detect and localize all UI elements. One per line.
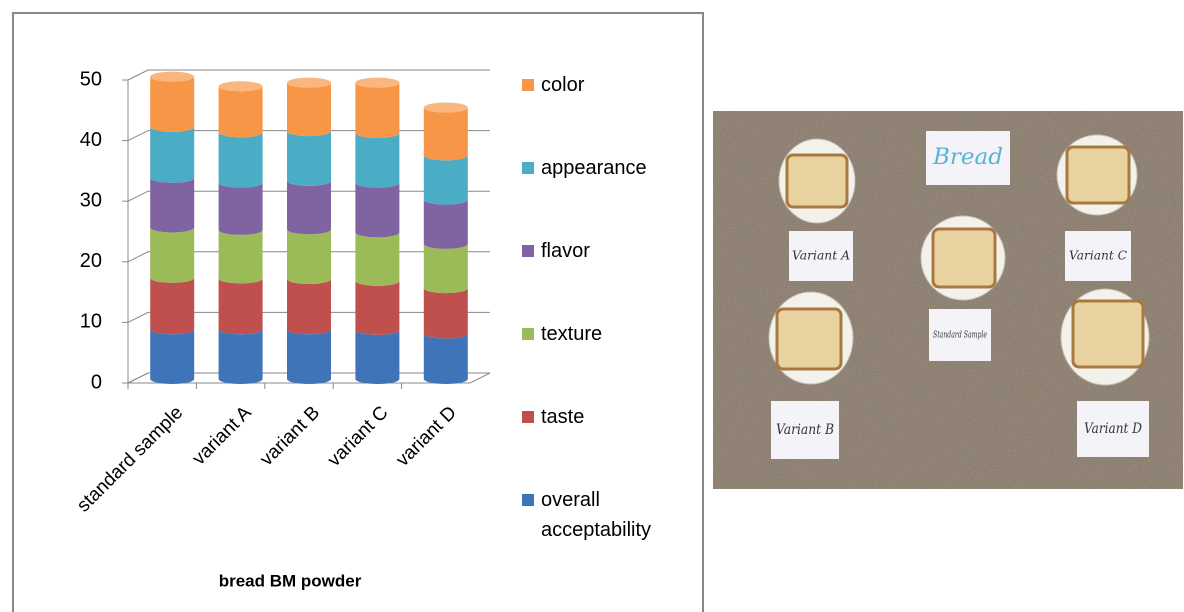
legend-item: taste (520, 402, 690, 432)
photo: Bread Variant A Variant C Standard Sample Va… (713, 111, 1183, 489)
y-tick-label: 30 (80, 189, 102, 211)
bar-segment (424, 334, 468, 384)
y-tick-label: 50 (80, 68, 102, 90)
photo-label: Variant D (1084, 421, 1142, 437)
x-tick-label: variant C (324, 402, 393, 471)
legend-item: flavor (520, 236, 690, 266)
bar-segment (355, 281, 399, 335)
legend-swatch (522, 494, 534, 506)
legend-item: texture (520, 319, 690, 349)
legend-label: color (541, 70, 690, 100)
page: bread BM powder 0 10 20 30 40 50 standard samp… (0, 0, 1184, 601)
photo-label: Variant C (1069, 249, 1127, 263)
bar-segment (424, 244, 468, 293)
bar-segment (219, 230, 263, 283)
x-tick-label: variant B (256, 402, 324, 470)
legend-label: taste (541, 402, 690, 432)
bar-segment (150, 77, 194, 132)
x-tick-label: variant D (392, 402, 461, 471)
legend-label: overall acceptability (541, 485, 690, 545)
bar-segment (424, 200, 468, 249)
legend-swatch (522, 411, 534, 423)
y-tick-label: 0 (91, 371, 102, 393)
bar-cap (355, 78, 399, 88)
bar-segment (219, 183, 263, 235)
bar-segment (150, 127, 194, 183)
bar-segment (150, 329, 194, 384)
bar-segment (150, 228, 194, 283)
legend-item: overall acceptability (520, 485, 690, 545)
legend-label: texture (541, 319, 690, 349)
bar-segment (219, 86, 263, 137)
bar-segment (287, 83, 331, 136)
bar-segment (219, 278, 263, 334)
bar-segment (355, 330, 399, 384)
legend-label: appearance (541, 153, 690, 183)
bar-cap (424, 103, 468, 113)
bar-segment (219, 132, 263, 187)
x-tick-label: standard sample (73, 402, 187, 516)
photo-label: Variant A (792, 249, 850, 263)
legend-item: appearance (520, 153, 690, 183)
legend-item: color (520, 70, 690, 100)
photo-label: Variant B (776, 422, 834, 438)
bar-segment (355, 232, 399, 285)
legend-label: flavor (541, 236, 690, 266)
bar-segment (150, 178, 194, 233)
bar-segment (287, 181, 331, 234)
legend-swatch (522, 162, 534, 174)
bar-cap (150, 72, 194, 82)
x-axis-title: bread BM powder (219, 571, 362, 590)
bar-segment (355, 133, 399, 188)
bar-segment (424, 108, 468, 161)
photo-label: Standard Sample (933, 331, 987, 341)
bar-segment (424, 155, 468, 204)
bar-segment (355, 83, 399, 138)
bar-segment (287, 131, 331, 186)
bar-segment (287, 229, 331, 284)
legend-swatch (522, 245, 534, 257)
bar-cap (287, 78, 331, 88)
legend-swatch (522, 328, 534, 340)
x-tick-label: variant A (189, 402, 256, 469)
bar-segment (219, 329, 263, 384)
y-tick-label: 10 (80, 311, 102, 333)
bar-segment (150, 278, 194, 335)
bar-segment (287, 329, 331, 384)
bar-segment (287, 279, 331, 334)
photo-label: Bread (932, 145, 1003, 170)
bar-segment (355, 183, 399, 238)
legend-swatch (522, 79, 534, 91)
y-tick-label: 20 (80, 250, 102, 272)
bar-cap (219, 81, 263, 91)
bar-segment (424, 288, 468, 338)
y-tick-label: 40 (80, 129, 102, 151)
